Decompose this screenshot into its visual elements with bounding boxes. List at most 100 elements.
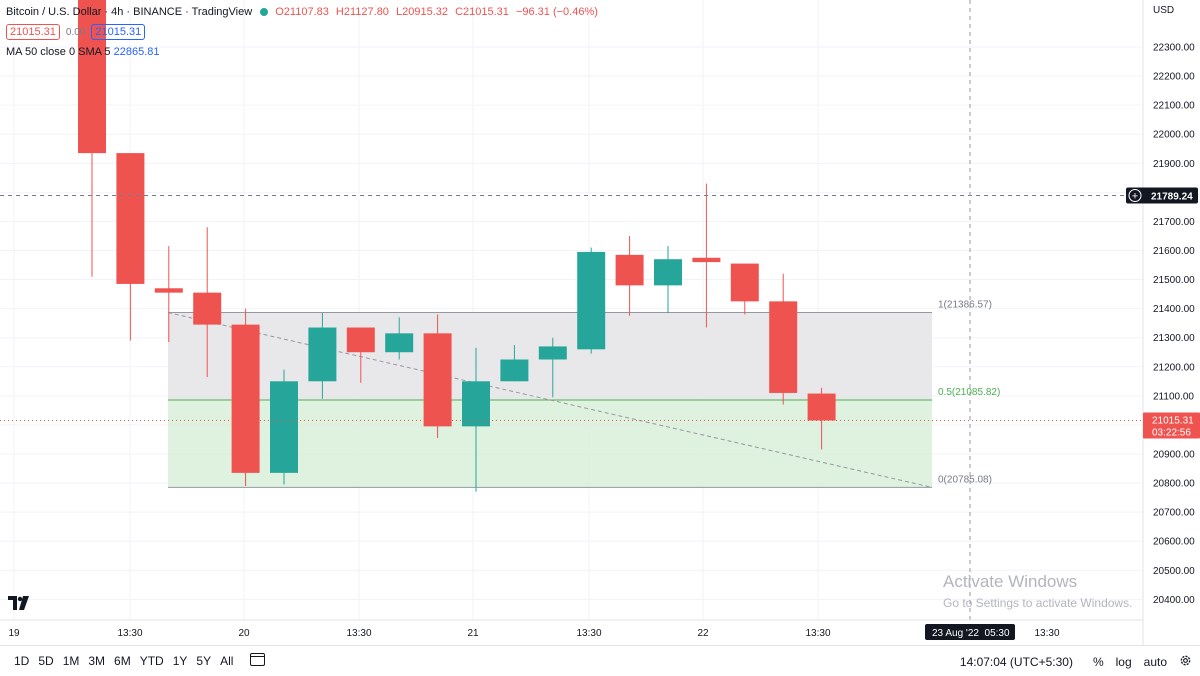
candle	[654, 246, 682, 313]
candle-body	[769, 301, 798, 393]
time-tick-label: 13:30	[117, 628, 142, 639]
time-tick-label: 13:30	[1034, 628, 1059, 639]
bar-countdown: 03:22:56	[1152, 427, 1191, 438]
plus-icon	[1128, 188, 1142, 202]
price-tick-label: 22300.00	[1153, 43, 1195, 54]
price-tick-label: 22100.00	[1153, 101, 1195, 112]
price-tick-label: 20800.00	[1153, 479, 1195, 490]
timezone-clock[interactable]: 14:07:04 (UTC+5:30)	[959, 655, 1073, 669]
auto-scale-toggle[interactable]: auto	[1143, 655, 1167, 669]
candle-body	[270, 381, 298, 473]
candle-body	[615, 254, 644, 286]
ohlc-open: O21107.83	[275, 6, 329, 18]
candle-body	[577, 251, 606, 350]
range-all[interactable]: All	[220, 654, 234, 668]
price-tick-label: 21600.00	[1153, 246, 1195, 257]
price-tick-label: 20500.00	[1153, 566, 1195, 577]
ohlc-change: −96.31 (−0.46%)	[515, 6, 598, 18]
candle-body	[308, 327, 337, 382]
fib-trend-line	[167, 312, 933, 488]
price-chart[interactable]: 1(21386.57) 0.5(21085.82) 0(20785.08) 20…	[0, 0, 1200, 645]
candle-body	[193, 292, 222, 325]
candle-body	[538, 346, 567, 360]
time-tick-label: 13:30	[576, 628, 601, 639]
tradingview-logo-icon[interactable]	[8, 596, 30, 612]
time-tick-label: 21	[467, 628, 479, 639]
date-range-calendar-icon[interactable]	[250, 653, 265, 666]
crosshair-price: 21789.24	[1151, 191, 1193, 202]
candle-body	[730, 263, 759, 302]
price-tick-label: 20900.00	[1153, 449, 1195, 460]
candle-body	[807, 393, 836, 421]
candle	[116, 153, 145, 341]
buy-button[interactable]: 21015.31	[91, 24, 146, 40]
crosshair-time-label: 23 Aug '22 05:30	[925, 624, 1015, 640]
candle	[500, 344, 529, 382]
candle	[270, 369, 298, 485]
time-tick-label: 13:30	[346, 628, 371, 639]
time-axis: 19 13:30 20 13:30 21 13:30 22 13:30 13:30	[8, 628, 1060, 639]
candle-body	[231, 324, 260, 473]
range-1y[interactable]: 1Y	[172, 654, 188, 668]
price-tick-label: 22200.00	[1153, 72, 1195, 83]
market-status-icon	[260, 8, 269, 17]
candles	[78, 0, 836, 492]
price-tick-label: 22000.00	[1153, 130, 1195, 141]
currency-label[interactable]: USD	[1153, 5, 1175, 16]
crosshair-price-label: + 21789.24	[1126, 187, 1198, 204]
ma-indicator-label[interactable]: MA 50 close 0 SMA 5	[6, 46, 111, 58]
price-tick-label: 21900.00	[1153, 159, 1195, 170]
percent-scale-toggle[interactable]: %	[1092, 655, 1104, 669]
range-5y[interactable]: 5Y	[196, 654, 212, 668]
time-tick-label: 20	[238, 628, 250, 639]
settings-gear-icon[interactable]	[1179, 654, 1192, 670]
fib-label-05: 0.5(21085.82)	[938, 387, 1000, 398]
log-scale-toggle[interactable]: log	[1115, 655, 1132, 669]
range-ytd[interactable]: YTD	[139, 654, 164, 668]
sell-button[interactable]: 21015.31	[6, 24, 60, 40]
range-1m[interactable]: 1M	[62, 654, 80, 668]
candle	[692, 183, 721, 328]
ohlc-high: H21127.80	[335, 6, 389, 18]
bottom-toolbar: 1D 5D 1M 3M 6M YTD 1Y 5Y All 14:07:04 (UTC+5:30)…	[0, 645, 1200, 676]
price-tick-label: 21100.00	[1153, 391, 1194, 402]
range-6m[interactable]: 6M	[114, 654, 131, 668]
range-5d[interactable]: 5D	[38, 654, 54, 668]
candle	[423, 314, 452, 438]
candle	[462, 347, 490, 492]
time-tick-label: 22	[697, 628, 709, 639]
candle-body	[116, 153, 145, 284]
chart-legend: Bitcoin / U.S. Dollar · 4h · BINANCE · T…	[6, 6, 602, 58]
candle	[154, 246, 183, 343]
price-axis: 20400.00 20500.00 20600.00 20700.00 20800.00…	[1153, 43, 1195, 606]
ma-indicator-value: 22865.81	[113, 46, 160, 58]
candle	[538, 337, 567, 398]
price-tick-label: 21300.00	[1153, 333, 1195, 344]
price-tick-label: 21700.00	[1153, 217, 1195, 228]
range-3m[interactable]: 3M	[88, 654, 106, 668]
svg-text:+: +	[1132, 190, 1138, 202]
price-tick-label: 20700.00	[1153, 508, 1195, 519]
last-price-label: 21015.31 03:22:56	[1143, 412, 1200, 439]
candle-body	[500, 359, 529, 382]
price-tick-label: 21500.00	[1153, 275, 1195, 286]
candle-body	[423, 333, 452, 427]
candle-body	[462, 381, 490, 427]
fib-label-1: 1(21386.57)	[938, 300, 992, 311]
candle	[308, 312, 337, 399]
price-tick-label: 21400.00	[1153, 304, 1195, 315]
range-1d[interactable]: 1D	[14, 654, 30, 668]
candle-body	[346, 327, 375, 353]
candle	[577, 247, 606, 354]
windows-activation-watermark: Activate Windows Go to Settings to activ…	[943, 572, 1133, 610]
price-tick-label: 21200.00	[1153, 362, 1195, 373]
candle-body	[154, 288, 183, 293]
time-tick-label: 13:30	[805, 628, 830, 639]
candle	[730, 263, 759, 315]
date-range-selector: 1D 5D 1M 3M 6M YTD 1Y 5Y All	[14, 654, 233, 668]
price-tick-label: 20600.00	[1153, 537, 1195, 548]
spread-value: 0.00	[65, 26, 86, 38]
symbol-title[interactable]: Bitcoin / U.S. Dollar · 4h · BINANCE · T…	[6, 6, 253, 18]
candle-body	[385, 333, 414, 353]
ohlc-close: C21015.31	[455, 6, 509, 18]
